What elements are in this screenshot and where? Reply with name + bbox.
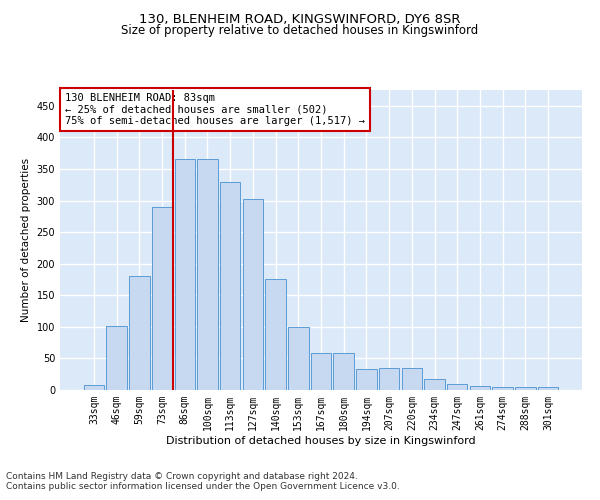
Text: 130, BLENHEIM ROAD, KINGSWINFORD, DY6 8SR: 130, BLENHEIM ROAD, KINGSWINFORD, DY6 8S… [139, 12, 461, 26]
Bar [129, 276, 149, 390]
Bar [334, 354, 354, 390]
Bar [311, 354, 331, 390]
Bar [379, 368, 400, 390]
Bar [538, 387, 558, 390]
Bar [515, 387, 536, 390]
Text: Contains HM Land Registry data © Crown copyright and database right 2024.: Contains HM Land Registry data © Crown c… [6, 472, 358, 481]
Text: Size of property relative to detached houses in Kingswinford: Size of property relative to detached ho… [121, 24, 479, 37]
Y-axis label: Number of detached properties: Number of detached properties [21, 158, 31, 322]
Bar [424, 378, 445, 390]
Text: 130 BLENHEIM ROAD: 83sqm
← 25% of detached houses are smaller (502)
75% of semi-: 130 BLENHEIM ROAD: 83sqm ← 25% of detach… [65, 93, 365, 126]
Bar [265, 280, 286, 390]
X-axis label: Distribution of detached houses by size in Kingswinford: Distribution of detached houses by size … [166, 436, 476, 446]
Bar [356, 369, 377, 390]
Bar [470, 386, 490, 390]
Bar [175, 160, 195, 390]
Bar [84, 385, 104, 390]
Bar [447, 384, 467, 390]
Bar [220, 182, 241, 390]
Bar [493, 387, 513, 390]
Text: Contains public sector information licensed under the Open Government Licence v3: Contains public sector information licen… [6, 482, 400, 491]
Bar [242, 198, 263, 390]
Bar [106, 326, 127, 390]
Bar [197, 160, 218, 390]
Bar [152, 207, 172, 390]
Bar [401, 368, 422, 390]
Bar [288, 327, 308, 390]
